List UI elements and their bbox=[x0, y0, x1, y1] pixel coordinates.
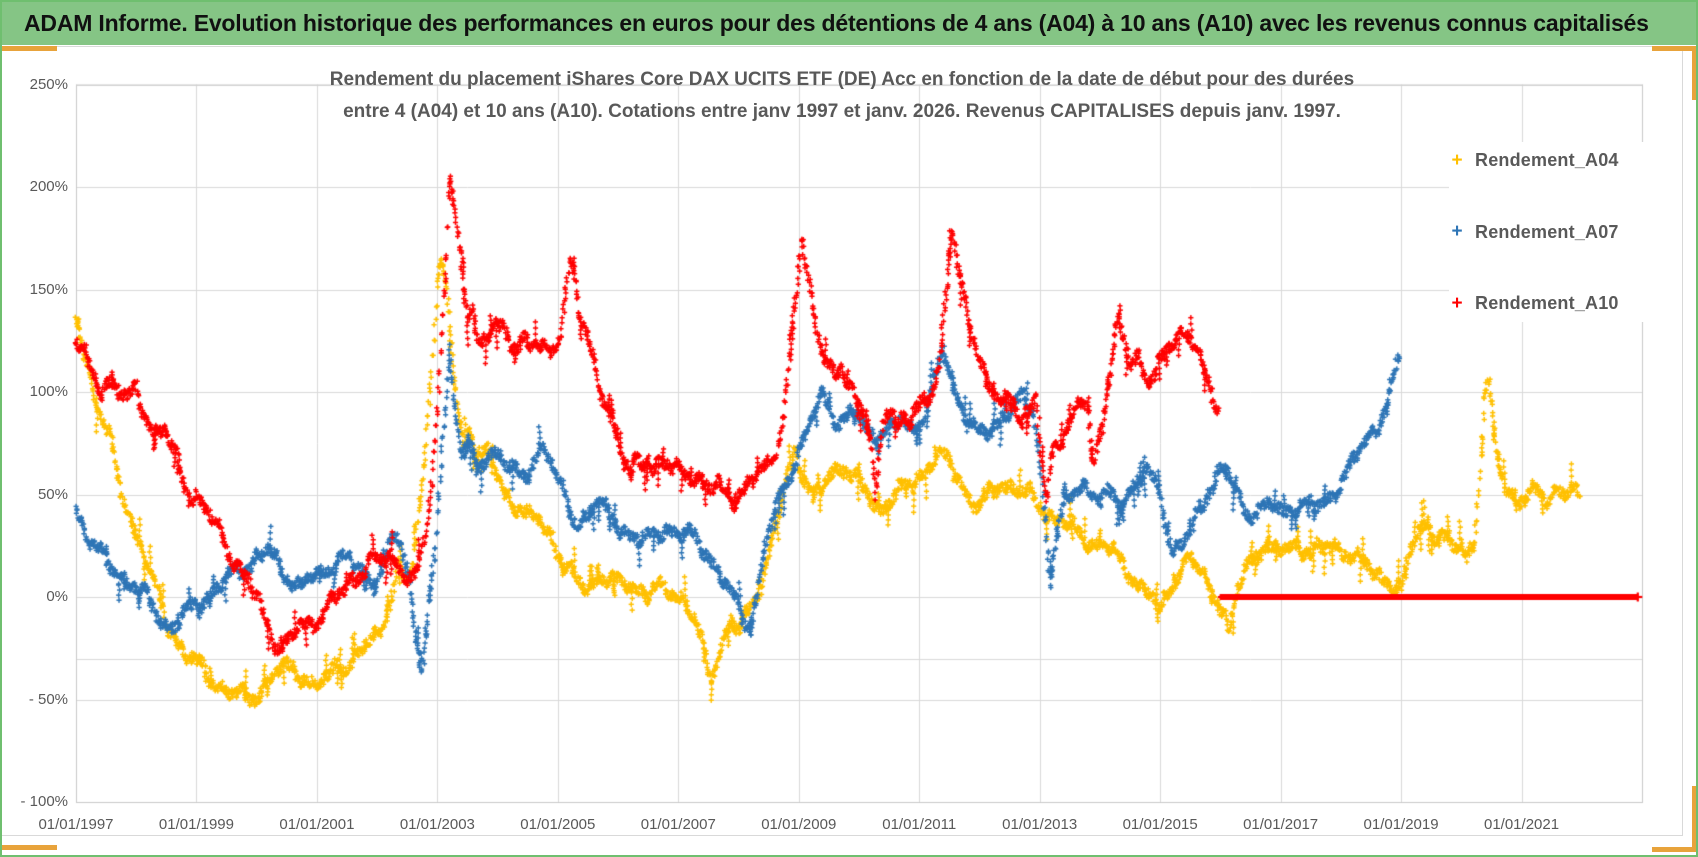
y-tick-label: - 50% bbox=[28, 690, 68, 708]
x-tick-label: 01/01/2005 bbox=[520, 816, 596, 833]
y-tick-label: 150% bbox=[29, 280, 68, 298]
selection-handle bbox=[1652, 847, 1696, 852]
x-tick-label: 01/01/2007 bbox=[640, 816, 716, 833]
x-tick-label: 01/01/1999 bbox=[158, 816, 234, 833]
y-tick-label: 0% bbox=[46, 588, 68, 605]
legend-item-a10: + Rendement_A10 bbox=[1449, 293, 1675, 314]
x-tick-label: 01/01/2009 bbox=[761, 816, 837, 833]
x-tick-label: 01/01/2011 bbox=[882, 816, 957, 833]
x-tick-label: 01/01/2017 bbox=[1243, 816, 1319, 833]
legend-label-a10: Rendement_A10 bbox=[1475, 293, 1619, 313]
y-tick-label: 50% bbox=[37, 485, 68, 503]
selection-handle bbox=[2, 46, 57, 51]
y-tick-label: 200% bbox=[29, 178, 68, 195]
plus-marker-icon: + bbox=[1451, 149, 1463, 171]
x-tick-label: 01/01/1997 bbox=[38, 816, 114, 833]
x-tick-label: 01/01/2001 bbox=[279, 816, 355, 833]
y-tick-label: - 100% bbox=[20, 793, 68, 810]
selection-handle bbox=[1692, 46, 1696, 100]
plus-marker-icon: + bbox=[1451, 221, 1463, 242]
chart-title-line1: Rendement du placement iShares Core DAX … bbox=[329, 69, 1355, 90]
chart-area-border bbox=[1682, 48, 1683, 836]
chart-title-line2: entre 4 (A04) et 10 ans (A10). Cotations… bbox=[343, 101, 1341, 122]
x-tick-label: 01/01/2003 bbox=[399, 816, 475, 833]
plus-marker-icon: + bbox=[1451, 292, 1463, 314]
x-tick-label: 01/01/2021 bbox=[1483, 816, 1560, 833]
legend-item-a04: + Rendement_A04 bbox=[1449, 150, 1675, 171]
legend-item-a07: + Rendement_A07 bbox=[1449, 222, 1675, 243]
selection-handle bbox=[1652, 46, 1696, 51]
legend-label-a07: Rendement_A07 bbox=[1475, 221, 1619, 242]
legend-label-a04: Rendement_A04 bbox=[1475, 150, 1619, 170]
chart-title: Rendement du placement iShares Core DAX … bbox=[62, 64, 1622, 128]
selection-handle bbox=[1692, 786, 1696, 852]
selection-handle bbox=[2, 845, 57, 850]
x-tick-label: 01/01/2019 bbox=[1363, 816, 1439, 833]
x-tick-label: 01/01/2015 bbox=[1122, 816, 1198, 833]
y-tick-label: 100% bbox=[29, 383, 68, 400]
chart-area-border bbox=[2, 835, 1683, 836]
chart-legend: + Rendement_A04 + Rendement_A07 + Rendem… bbox=[1449, 142, 1675, 322]
y-tick-label: 250% bbox=[29, 75, 68, 93]
x-tick-label: 01/01/2013 bbox=[1002, 816, 1078, 833]
